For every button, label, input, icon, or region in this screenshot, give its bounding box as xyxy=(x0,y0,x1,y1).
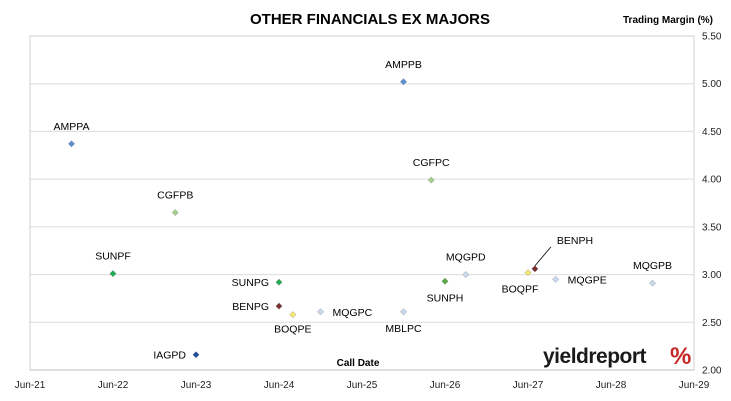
label-boqpf: BOQPF xyxy=(502,284,539,296)
point-sunpg xyxy=(275,278,283,286)
point-benpg xyxy=(275,302,283,310)
point-boqpf xyxy=(524,269,532,277)
point-boqpe xyxy=(289,311,297,319)
label-sunph: SUNPH xyxy=(427,292,464,304)
x-tick-label: Jun-29 xyxy=(679,380,710,391)
label-iagpd: IAGPD xyxy=(153,350,186,362)
point-sunpf xyxy=(109,270,117,278)
label-cgfpc: CGFPC xyxy=(413,157,450,169)
yieldreport-logo: yieldreport % xyxy=(543,343,691,370)
x-tick-label: Jun-26 xyxy=(430,380,461,391)
point-mqgpb xyxy=(649,279,656,287)
point-amppb xyxy=(400,78,407,86)
logo-word: yieldreport xyxy=(543,345,647,368)
point-mblpc xyxy=(400,308,407,316)
data-points xyxy=(68,78,656,359)
chart-title: OTHER FINANCIALS EX MAJORS xyxy=(250,11,490,28)
x-axis-label: Call Date xyxy=(337,358,380,369)
benph-leader-line xyxy=(534,246,552,267)
label-mqgpe: MQGPE xyxy=(568,274,607,286)
point-cgfpc xyxy=(427,176,435,184)
point-mqgpe xyxy=(552,275,560,283)
x-tick-label: Jun-21 xyxy=(15,380,46,391)
x-tick-label: Jun-23 xyxy=(181,380,212,391)
label-amppb: AMPPB xyxy=(385,59,422,71)
y-tick-label: 2.00 xyxy=(702,366,722,377)
x-tick-label: Jun-28 xyxy=(596,380,627,391)
y-tick-label: 5.50 xyxy=(702,32,722,43)
label-cgfpb: CGFPB xyxy=(157,190,193,202)
label-mblpc: MBLPC xyxy=(385,323,422,335)
y-tick-label: 5.00 xyxy=(702,79,722,90)
y-axis-label: Trading Margin (%) xyxy=(623,15,713,26)
x-tick-label: Jun-24 xyxy=(264,380,295,391)
label-sunpf: SUNPF xyxy=(95,251,131,263)
y-tick-labels: 2.00 2.50 3.00 3.50 4.00 4.50 5.00 5.50 xyxy=(702,32,722,377)
point-cgfpb xyxy=(171,209,179,217)
x-tick-label: Jun-25 xyxy=(347,380,378,391)
label-sunpg: SUNPG xyxy=(232,277,269,289)
label-benpg: BENPG xyxy=(232,301,269,313)
point-labels: AMPPA SUNPF CGFPB IAGPD SUNPG BENPG BOQPE MQGPC… xyxy=(54,59,673,362)
label-mqgpd: MQGPD xyxy=(446,252,486,264)
y-tick-label: 4.50 xyxy=(702,127,722,138)
label-amppa: AMPPA xyxy=(54,121,90,133)
label-benph: BENPH xyxy=(557,235,593,247)
x-tick-label: Jun-27 xyxy=(513,380,544,391)
x-tick-label: Jun-22 xyxy=(98,380,129,391)
point-mqgpd xyxy=(462,271,470,279)
point-benph xyxy=(531,265,539,273)
x-tick-labels: Jun-21 Jun-22 Jun-23 Jun-24 Jun-25 Jun-26 Jun-… xyxy=(15,380,710,391)
point-iagpd xyxy=(192,351,200,359)
y-tick-label: 3.50 xyxy=(702,222,722,233)
y-tick-label: 4.00 xyxy=(702,175,722,186)
y-tick-label: 2.50 xyxy=(702,318,722,329)
label-mqgpb: MQGPB xyxy=(633,260,672,272)
point-mqgpc xyxy=(317,308,324,316)
label-mqgpc: MQGPC xyxy=(333,307,373,319)
logo-percent: % xyxy=(670,343,691,370)
point-amppa xyxy=(68,140,75,148)
point-sunph xyxy=(441,277,449,285)
y-tick-label: 3.00 xyxy=(702,270,722,281)
label-boqpe: BOQPE xyxy=(274,324,311,336)
